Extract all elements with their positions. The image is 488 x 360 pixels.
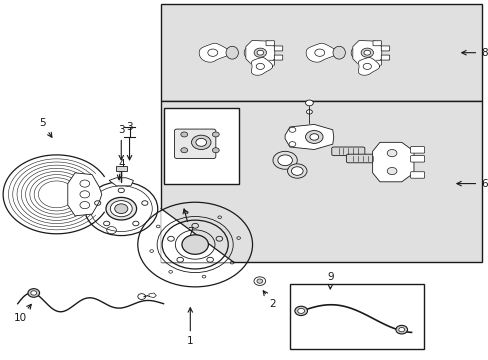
FancyBboxPatch shape bbox=[274, 55, 282, 60]
FancyBboxPatch shape bbox=[346, 154, 379, 163]
FancyBboxPatch shape bbox=[265, 41, 274, 46]
Bar bbox=[289, 284, 423, 348]
FancyBboxPatch shape bbox=[410, 172, 424, 178]
Polygon shape bbox=[251, 58, 272, 75]
Circle shape bbox=[363, 63, 371, 69]
Circle shape bbox=[386, 167, 396, 175]
FancyBboxPatch shape bbox=[274, 46, 282, 51]
Circle shape bbox=[207, 49, 217, 57]
Text: 7: 7 bbox=[183, 209, 193, 237]
Circle shape bbox=[360, 48, 373, 57]
Circle shape bbox=[80, 180, 89, 187]
FancyBboxPatch shape bbox=[174, 129, 215, 158]
Polygon shape bbox=[161, 209, 234, 262]
Ellipse shape bbox=[350, 48, 358, 58]
Text: 3: 3 bbox=[126, 122, 133, 160]
Circle shape bbox=[181, 148, 187, 153]
Polygon shape bbox=[372, 142, 413, 182]
Bar bbox=[116, 166, 126, 171]
Circle shape bbox=[28, 289, 40, 297]
Circle shape bbox=[287, 164, 306, 178]
Circle shape bbox=[291, 167, 303, 175]
Circle shape bbox=[309, 134, 318, 140]
Circle shape bbox=[363, 50, 370, 55]
Circle shape bbox=[294, 306, 307, 316]
FancyBboxPatch shape bbox=[372, 60, 381, 65]
Circle shape bbox=[196, 138, 206, 146]
Polygon shape bbox=[199, 43, 230, 62]
Circle shape bbox=[80, 191, 89, 198]
Text: 9: 9 bbox=[326, 272, 333, 289]
Ellipse shape bbox=[225, 46, 238, 59]
Text: 2: 2 bbox=[263, 291, 276, 309]
Circle shape bbox=[288, 127, 295, 132]
FancyBboxPatch shape bbox=[265, 60, 274, 65]
Bar bbox=[161, 4, 481, 101]
Text: 5: 5 bbox=[39, 118, 52, 137]
Circle shape bbox=[386, 149, 396, 157]
Circle shape bbox=[181, 132, 187, 137]
Circle shape bbox=[277, 155, 292, 166]
Polygon shape bbox=[358, 58, 379, 75]
Circle shape bbox=[297, 309, 304, 314]
Circle shape bbox=[305, 131, 323, 143]
Circle shape bbox=[256, 279, 262, 283]
Circle shape bbox=[254, 48, 266, 57]
Circle shape bbox=[398, 328, 404, 332]
Circle shape bbox=[288, 141, 295, 147]
Circle shape bbox=[314, 49, 324, 57]
Circle shape bbox=[80, 202, 89, 209]
Polygon shape bbox=[109, 178, 133, 186]
Circle shape bbox=[257, 50, 263, 55]
Circle shape bbox=[31, 291, 37, 295]
Polygon shape bbox=[285, 125, 333, 149]
Circle shape bbox=[256, 63, 264, 69]
FancyBboxPatch shape bbox=[410, 156, 424, 162]
Circle shape bbox=[212, 132, 219, 137]
Bar bbox=[163, 108, 239, 184]
FancyBboxPatch shape bbox=[381, 55, 389, 60]
Ellipse shape bbox=[244, 48, 251, 58]
Text: 8: 8 bbox=[461, 48, 487, 58]
Text: 3: 3 bbox=[118, 125, 124, 160]
Circle shape bbox=[395, 325, 407, 334]
Bar bbox=[161, 101, 481, 262]
Text: 6: 6 bbox=[456, 179, 487, 189]
Polygon shape bbox=[245, 41, 274, 65]
Polygon shape bbox=[352, 41, 381, 65]
Circle shape bbox=[272, 151, 297, 169]
FancyBboxPatch shape bbox=[372, 41, 381, 46]
Circle shape bbox=[191, 135, 210, 149]
Circle shape bbox=[306, 110, 312, 114]
Circle shape bbox=[212, 148, 219, 153]
Circle shape bbox=[106, 197, 136, 220]
Polygon shape bbox=[149, 293, 156, 298]
Ellipse shape bbox=[332, 46, 345, 59]
Circle shape bbox=[305, 100, 313, 106]
Circle shape bbox=[115, 204, 127, 213]
FancyBboxPatch shape bbox=[331, 147, 364, 156]
Text: 10: 10 bbox=[14, 304, 31, 323]
FancyBboxPatch shape bbox=[381, 46, 389, 51]
Text: 1: 1 bbox=[186, 308, 193, 346]
Circle shape bbox=[182, 235, 208, 254]
FancyBboxPatch shape bbox=[410, 147, 424, 153]
Text: 4: 4 bbox=[117, 159, 124, 180]
Circle shape bbox=[110, 201, 132, 217]
Polygon shape bbox=[68, 173, 102, 216]
Polygon shape bbox=[305, 43, 336, 62]
